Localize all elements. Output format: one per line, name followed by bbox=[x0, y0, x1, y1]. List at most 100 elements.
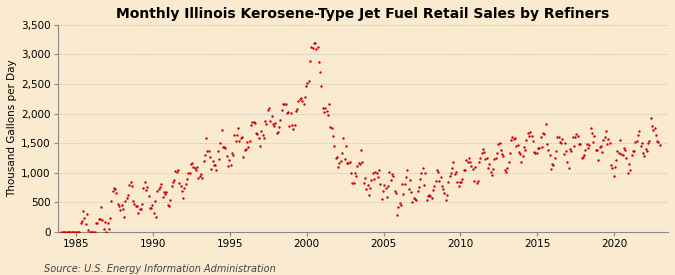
Point bbox=[518, 145, 529, 149]
Point bbox=[59, 230, 70, 234]
Point bbox=[68, 230, 78, 234]
Point bbox=[607, 166, 618, 170]
Point bbox=[156, 182, 167, 186]
Point bbox=[552, 135, 563, 139]
Point bbox=[310, 40, 321, 45]
Point bbox=[587, 131, 597, 135]
Point bbox=[271, 131, 282, 136]
Point bbox=[590, 148, 601, 152]
Point bbox=[306, 45, 317, 49]
Point bbox=[584, 143, 595, 147]
Point bbox=[506, 138, 516, 142]
Point bbox=[625, 168, 636, 172]
Point bbox=[326, 126, 337, 131]
Point bbox=[356, 148, 367, 153]
Point bbox=[247, 120, 258, 124]
Point bbox=[78, 209, 88, 213]
Point bbox=[601, 129, 612, 133]
Point bbox=[457, 176, 468, 181]
Point bbox=[464, 156, 475, 160]
Point bbox=[643, 141, 653, 145]
Point bbox=[187, 160, 198, 165]
Point bbox=[130, 204, 141, 208]
Point bbox=[585, 125, 596, 130]
Point bbox=[379, 183, 389, 187]
Point bbox=[263, 108, 273, 113]
Point bbox=[66, 230, 77, 234]
Point bbox=[213, 149, 223, 153]
Point bbox=[580, 148, 591, 152]
Point bbox=[72, 230, 82, 234]
Point bbox=[259, 136, 269, 140]
Point bbox=[558, 151, 569, 156]
Point bbox=[180, 182, 191, 186]
Point bbox=[608, 174, 619, 178]
Point bbox=[376, 197, 387, 201]
Point bbox=[539, 132, 550, 136]
Point bbox=[631, 139, 642, 143]
Point bbox=[348, 180, 359, 185]
Point bbox=[101, 230, 111, 234]
Point bbox=[401, 175, 412, 180]
Point bbox=[232, 133, 242, 137]
Point bbox=[151, 214, 161, 219]
Point bbox=[412, 189, 423, 193]
Point bbox=[364, 192, 375, 197]
Point bbox=[300, 84, 311, 88]
Point bbox=[337, 151, 348, 155]
Point bbox=[233, 126, 244, 130]
Point bbox=[500, 168, 510, 172]
Point bbox=[273, 130, 284, 134]
Point bbox=[616, 151, 626, 156]
Point bbox=[226, 151, 237, 155]
Point bbox=[250, 131, 261, 136]
Point bbox=[371, 171, 382, 175]
Point bbox=[126, 184, 137, 188]
Point bbox=[302, 81, 313, 85]
Point bbox=[263, 106, 274, 110]
Point bbox=[320, 106, 331, 110]
Point bbox=[288, 127, 299, 132]
Point bbox=[248, 120, 259, 124]
Point bbox=[503, 160, 514, 164]
Point bbox=[407, 200, 418, 205]
Point bbox=[325, 124, 336, 129]
Point bbox=[637, 141, 647, 145]
Point bbox=[352, 164, 362, 168]
Point bbox=[339, 156, 350, 161]
Point bbox=[128, 199, 138, 203]
Point bbox=[574, 142, 585, 146]
Point bbox=[179, 186, 190, 190]
Point bbox=[254, 144, 265, 148]
Point bbox=[103, 227, 114, 232]
Point bbox=[439, 191, 450, 195]
Point bbox=[220, 145, 231, 150]
Point bbox=[192, 164, 202, 169]
Point bbox=[404, 178, 415, 182]
Point bbox=[514, 152, 525, 156]
Point bbox=[526, 134, 537, 138]
Point bbox=[76, 219, 87, 223]
Point bbox=[652, 139, 663, 144]
Point bbox=[501, 170, 512, 174]
Point bbox=[99, 220, 110, 224]
Point bbox=[602, 142, 613, 146]
Point bbox=[150, 199, 161, 203]
Point bbox=[460, 168, 470, 172]
Point bbox=[82, 212, 92, 217]
Point bbox=[504, 151, 515, 155]
Point bbox=[543, 147, 554, 152]
Point bbox=[562, 160, 573, 164]
Point bbox=[621, 156, 632, 160]
Point bbox=[92, 221, 103, 226]
Point bbox=[630, 140, 641, 144]
Point bbox=[634, 129, 645, 133]
Point bbox=[421, 198, 432, 203]
Point bbox=[367, 170, 378, 175]
Point bbox=[234, 139, 245, 143]
Point bbox=[493, 142, 504, 146]
Point bbox=[140, 188, 151, 192]
Point bbox=[647, 123, 657, 128]
Point bbox=[461, 158, 472, 163]
Point bbox=[315, 70, 325, 75]
